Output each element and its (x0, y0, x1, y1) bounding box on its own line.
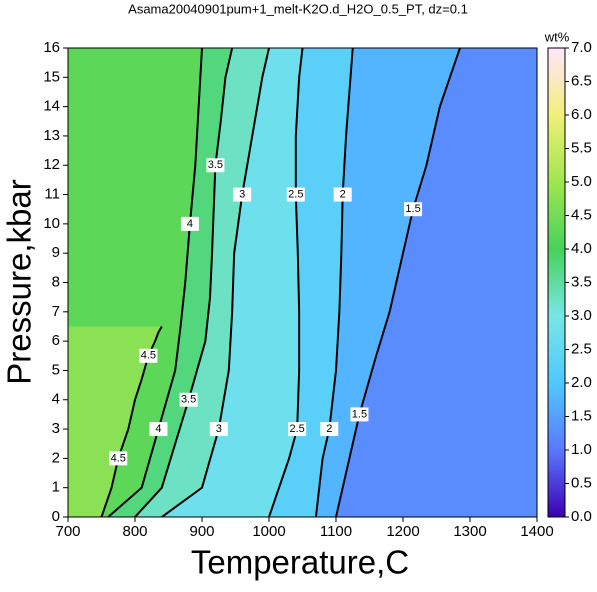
y-tick-label: 15 (43, 68, 60, 85)
contour-label-bg (180, 216, 199, 231)
y-tick-label: 5 (52, 361, 60, 378)
y-axis-label: Pressure,kbar (1, 179, 38, 384)
colorbar-tick-label: 2.0 (571, 374, 592, 391)
colorbar-tick-label: 7.0 (571, 39, 592, 56)
y-tick-label: 12 (43, 156, 60, 173)
y-tick-label: 16 (43, 39, 60, 56)
colorbar-tick-label: 4.5 (571, 206, 592, 223)
contour-label-bg (179, 392, 198, 407)
contour-label-bg (209, 422, 228, 437)
plot-area: 1.5 1.5 2 2 2.5 2.5 3 3 3.5 3.5 4 4 4.5 4.5 (68, 48, 537, 517)
colorbar-label: wt% (544, 29, 570, 44)
contour-line (107, 48, 203, 517)
y-tick-label: 4 (52, 391, 60, 408)
contour-label-bg (350, 407, 369, 422)
colorbar (547, 47, 566, 518)
contour-label-bg (333, 187, 352, 202)
x-tick-label: 900 (189, 523, 214, 540)
contour-label-bg (288, 422, 307, 437)
contour-label: 4.5 (111, 452, 126, 464)
contour-label-bg (206, 158, 225, 173)
contour-label: 1.5 (352, 408, 367, 420)
contour-label: 3.5 (208, 159, 223, 171)
y-tick-label: 6 (52, 332, 60, 349)
x-tick-label: 800 (122, 523, 147, 540)
chart-title: Asama20040901pum+1_melt-K2O.d_H2O_0.5_PT… (128, 1, 468, 16)
contour-label-bg (109, 451, 128, 466)
y-tick-label: 13 (43, 127, 60, 144)
contour-label: 3.5 (181, 394, 196, 406)
y-tick-label: 8 (52, 273, 60, 290)
x-tick-label: 1400 (520, 523, 553, 540)
x-axis-label: Temperature,C (191, 544, 409, 581)
level-fill (68, 326, 162, 517)
colorbar-tick-label: 3.5 (571, 273, 592, 290)
y-tick-label: 2 (52, 449, 60, 466)
contour-line (335, 48, 461, 517)
colorbar-tick-label: 3.0 (571, 307, 592, 324)
contour-line (134, 48, 234, 517)
colorbar-tick-label: 0.0 (571, 508, 592, 525)
y-tick-label: 14 (43, 98, 60, 115)
contour-label-bg (404, 202, 423, 217)
colorbar-tick-label: 1.5 (571, 407, 592, 424)
contour-label-bg (233, 187, 252, 202)
colorbar-tick-label: 5.5 (571, 139, 592, 156)
y-tick-label: 9 (52, 244, 60, 261)
contour-label: 4 (187, 218, 193, 230)
contour-label: 2 (340, 188, 346, 200)
contour-label: 2.5 (288, 188, 303, 200)
contour-label-bg (149, 422, 168, 437)
contour-label: 2.5 (289, 423, 304, 435)
x-tick-label: 700 (55, 523, 80, 540)
x-tick-label: 1000 (252, 523, 285, 540)
contour-label: 4 (155, 423, 161, 435)
contour-label: 3 (239, 188, 245, 200)
colorbar-tick-label: 2.5 (571, 340, 592, 357)
contour-label: 1.5 (405, 203, 420, 215)
contour-label-bg (139, 348, 158, 363)
y-tick-label: 7 (52, 303, 60, 320)
colorbar-tick-label: 6.0 (571, 106, 592, 123)
contour-line (100, 325, 163, 517)
y-tick-label: 3 (52, 420, 60, 437)
contour-label: 3 (216, 423, 222, 435)
x-tick-label: 1200 (386, 523, 419, 540)
y-tick-label: 10 (43, 215, 60, 232)
contour-label-bg (286, 187, 305, 202)
colorbar-tick-label: 0.5 (571, 474, 592, 491)
y-tick-label: 0 (52, 508, 60, 525)
contour-label: 4.5 (141, 350, 156, 362)
colorbar-tick-label: 6.5 (571, 72, 592, 89)
contour-line (314, 48, 354, 517)
x-tick-label: 1100 (320, 523, 352, 540)
colorbar-tick-label: 5.0 (571, 173, 592, 190)
contour-line (161, 48, 270, 517)
contour-label-bg (320, 422, 339, 437)
contour-line (268, 48, 304, 517)
colorbar-tick-label: 1.0 (571, 441, 592, 458)
x-tick-label: 1300 (453, 523, 486, 540)
y-tick-label: 11 (44, 186, 60, 203)
contour-label: 2 (326, 423, 332, 435)
colorbar-tick-label: 4.0 (571, 240, 592, 257)
y-tick-label: 1 (52, 479, 60, 496)
